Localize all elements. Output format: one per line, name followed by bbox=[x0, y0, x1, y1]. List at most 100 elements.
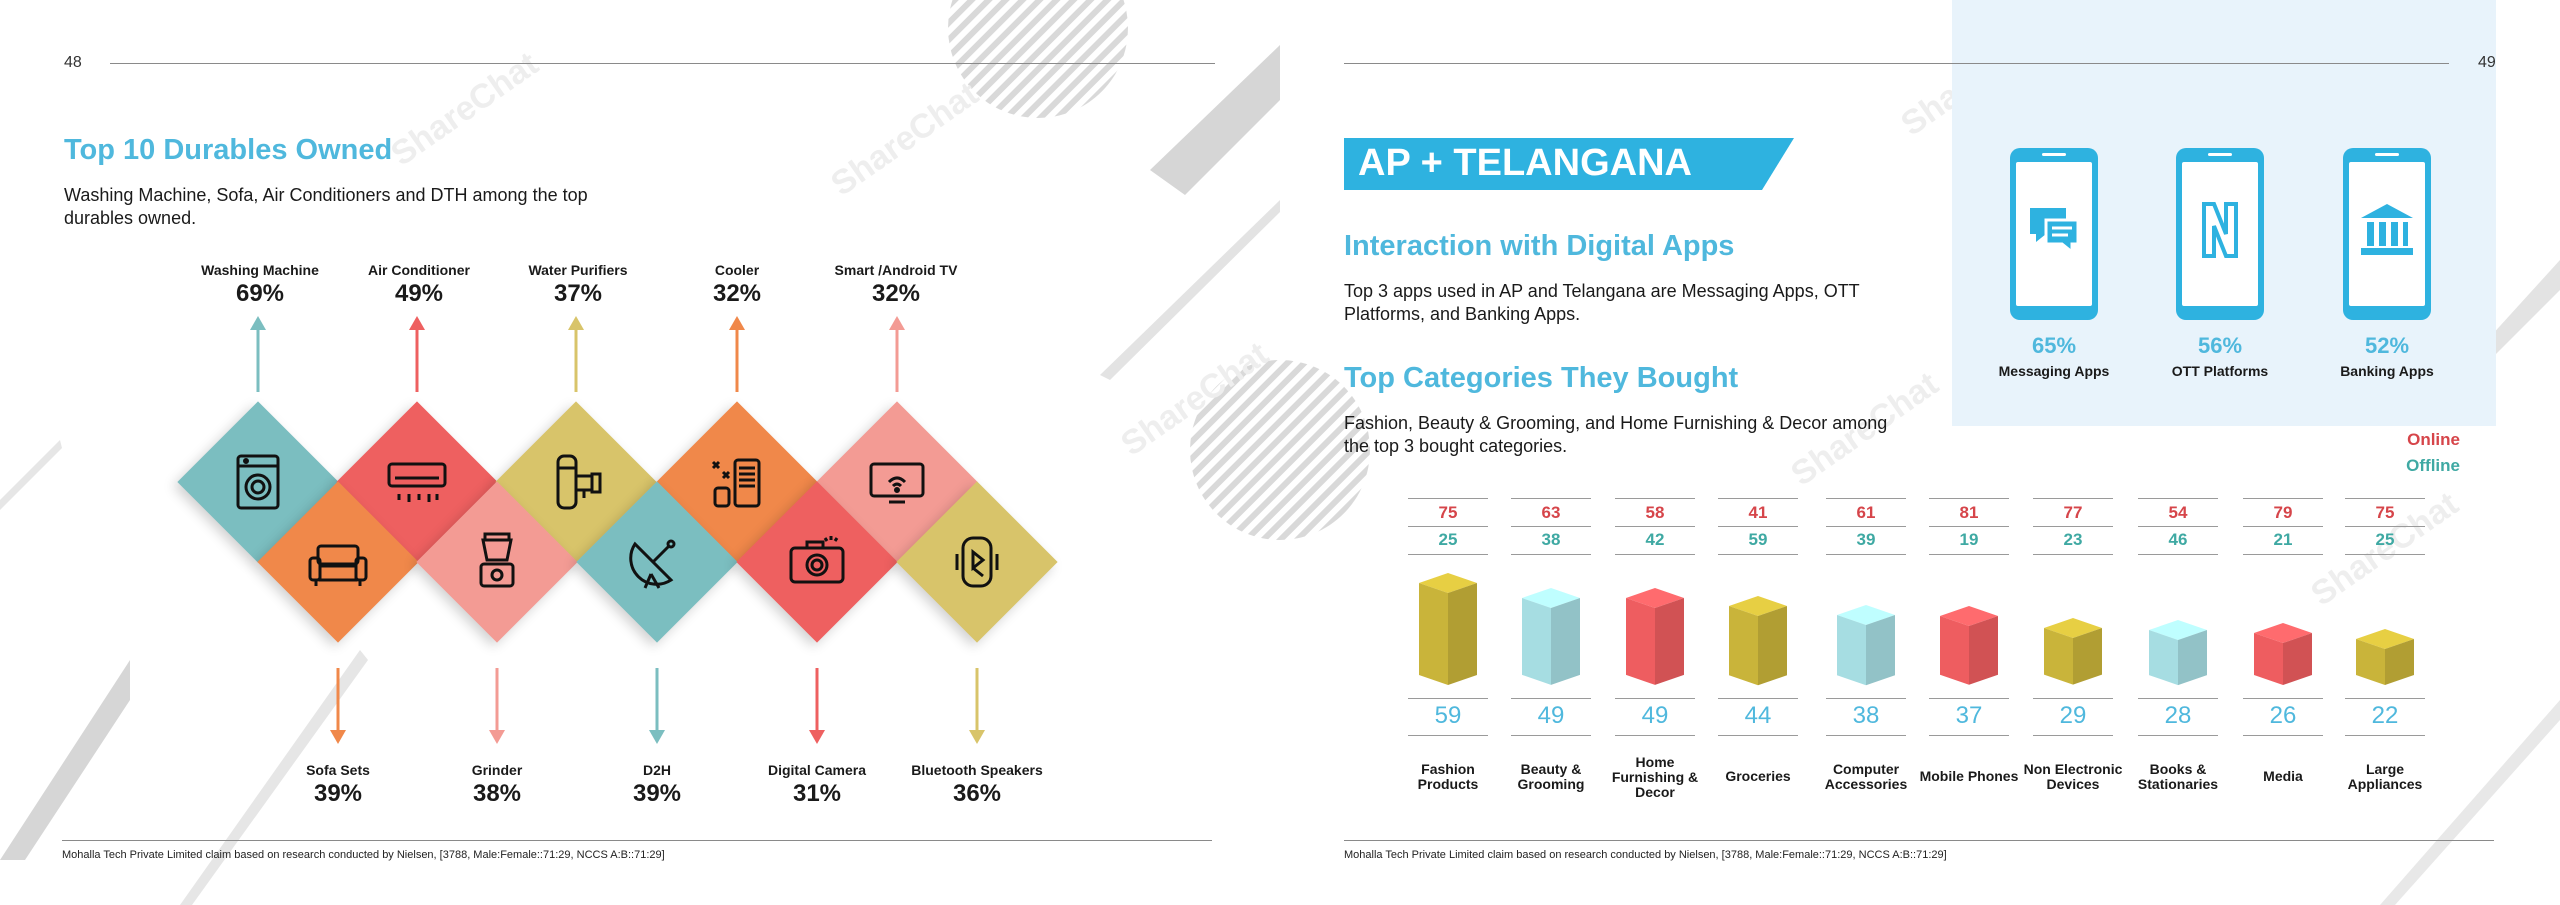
category-column: 75 25 22 Large Appliances bbox=[2345, 0, 2425, 905]
durable-top-air-conditioner: Air Conditioner 49% bbox=[368, 262, 470, 307]
durable-bottom-grinder: Grinder 38% bbox=[471, 762, 523, 807]
category-divider bbox=[1615, 526, 1695, 527]
category-cube bbox=[1626, 588, 1684, 685]
category-divider bbox=[1718, 498, 1798, 499]
category-online-value: 54 bbox=[2168, 503, 2188, 522]
category-divider bbox=[1826, 554, 1906, 555]
category-total-value: 22 bbox=[2371, 702, 2399, 729]
category-column: 63 38 49 Beauty & Grooming bbox=[1511, 0, 1591, 905]
category-online-value: 63 bbox=[1541, 503, 1561, 522]
category-divider bbox=[2033, 698, 2113, 699]
cube-face bbox=[1866, 614, 1895, 685]
category-offline-value: 39 bbox=[1856, 530, 1876, 549]
category-name: Beauty & Grooming bbox=[1517, 761, 1585, 792]
phone-banking bbox=[2343, 148, 2431, 320]
header-rule bbox=[1344, 63, 2449, 64]
category-offline-value: 25 bbox=[2375, 530, 2395, 549]
category-divider bbox=[2243, 526, 2323, 527]
category-divider bbox=[2243, 554, 2323, 555]
cube-face bbox=[2073, 628, 2102, 685]
category-divider bbox=[1511, 498, 1591, 499]
category-cube bbox=[1837, 604, 1895, 685]
cube-face bbox=[1758, 605, 1787, 685]
category-online-value: 77 bbox=[2063, 503, 2083, 522]
section-title-apps: Interaction with Digital Apps bbox=[1344, 230, 1735, 262]
footnote: Mohalla Tech Private Limited claim based… bbox=[1344, 849, 1947, 861]
category-divider bbox=[1718, 698, 1798, 699]
category-divider bbox=[1408, 526, 1488, 527]
category-divider bbox=[2345, 498, 2425, 499]
category-divider bbox=[1511, 554, 1591, 555]
category-offline-value: 42 bbox=[1645, 530, 1665, 549]
arrowhead bbox=[250, 316, 266, 330]
category-online-value: 58 bbox=[1645, 503, 1665, 522]
banner-text: AP + TELANGANA bbox=[1358, 142, 1692, 184]
category-total-value: 59 bbox=[1434, 702, 1462, 729]
category-name: Media bbox=[2263, 768, 2303, 784]
durable-top-washing-machine: Washing Machine 69% bbox=[201, 262, 319, 307]
air-conditioner-icon bbox=[385, 450, 449, 514]
camera-icon bbox=[785, 530, 849, 594]
footnote: Mohalla Tech Private Limited claim based… bbox=[62, 849, 665, 861]
category-divider bbox=[1929, 735, 2009, 736]
category-online-value: 75 bbox=[2375, 503, 2395, 522]
category-divider bbox=[2033, 498, 2113, 499]
arrowhead bbox=[729, 316, 745, 330]
category-column: 79 21 26 Media bbox=[2243, 0, 2323, 905]
category-divider bbox=[1615, 554, 1695, 555]
category-divider bbox=[1929, 698, 2009, 699]
category-total-value: 44 bbox=[1744, 702, 1772, 729]
category-divider bbox=[2345, 735, 2425, 736]
arrowhead bbox=[969, 730, 985, 744]
footer-rule bbox=[1344, 840, 2494, 841]
page-title: Top 10 Durables Owned bbox=[64, 134, 393, 166]
category-divider bbox=[2138, 698, 2218, 699]
cube-face bbox=[1729, 605, 1758, 685]
category-column: 81 19 37 Mobile Phones bbox=[1920, 0, 2018, 905]
category-total-value: 37 bbox=[1955, 702, 1983, 729]
category-divider bbox=[1615, 698, 1695, 699]
category-total-value: 38 bbox=[1852, 702, 1880, 729]
cube-face bbox=[2356, 639, 2385, 685]
category-divider bbox=[2138, 498, 2218, 499]
section-title-categories: Top Categories They Bought bbox=[1344, 362, 1739, 394]
category-online-value: 81 bbox=[1959, 503, 1979, 522]
satellite-dish-icon bbox=[625, 530, 689, 594]
cube-face bbox=[1551, 598, 1580, 685]
category-online-value: 61 bbox=[1856, 503, 1876, 522]
bluetooth-speaker-icon bbox=[945, 530, 1009, 594]
arrowhead bbox=[649, 730, 665, 744]
arrowhead bbox=[409, 316, 425, 330]
durable-top-water-purifiers: Water Purifiers 37% bbox=[528, 262, 628, 307]
category-divider bbox=[2345, 554, 2425, 555]
category-total-value: 28 bbox=[2164, 702, 2192, 729]
chat-bubble-icon bbox=[2030, 208, 2080, 256]
category-online-value: 75 bbox=[1438, 503, 1458, 522]
category-offline-value: 25 bbox=[1438, 530, 1458, 549]
category-divider bbox=[1511, 526, 1591, 527]
category-online-value: 79 bbox=[2273, 503, 2293, 522]
phone-messaging bbox=[2010, 148, 2098, 320]
category-cube bbox=[1522, 588, 1580, 685]
category-online-value: 41 bbox=[1748, 503, 1768, 522]
section-text-categories: Fashion, Beauty & Grooming, and Home Fur… bbox=[1344, 413, 1888, 456]
category-cube bbox=[1729, 595, 1787, 685]
durable-arrows bbox=[250, 316, 985, 744]
cube-face bbox=[1419, 583, 1448, 685]
arrowhead bbox=[889, 316, 905, 330]
category-total-value: 49 bbox=[1537, 702, 1565, 729]
category-offline-value: 59 bbox=[1748, 530, 1768, 549]
category-divider bbox=[2033, 526, 2113, 527]
category-divider bbox=[1826, 735, 1906, 736]
legend-online: Online bbox=[2407, 430, 2460, 449]
category-column: 77 23 29 Non Electronic Devices bbox=[2024, 0, 2122, 905]
durable-top-cooler: Cooler 32% bbox=[712, 262, 762, 307]
category-name: Computer Accessories bbox=[1824, 761, 1908, 792]
category-divider bbox=[2033, 735, 2113, 736]
category-name: Home Furnishing & Decor bbox=[1611, 754, 1699, 800]
bank-icon bbox=[2361, 204, 2413, 255]
category-column: 41 59 44 Groceries bbox=[1718, 0, 1798, 905]
category-offline-value: 23 bbox=[2063, 530, 2083, 549]
cube-face bbox=[1655, 598, 1684, 685]
category-offline-value: 46 bbox=[2168, 530, 2188, 549]
